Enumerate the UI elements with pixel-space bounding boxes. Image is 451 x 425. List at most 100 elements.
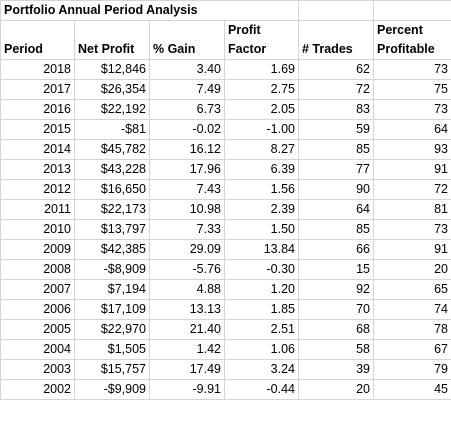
header-net-profit[interactable]: Net Profit <box>74 20 150 60</box>
cell-pct-profitable[interactable]: 64 <box>373 119 451 140</box>
cell-pct-profitable[interactable]: 75 <box>373 79 451 100</box>
cell-net-profit[interactable]: $26,354 <box>74 79 150 100</box>
cell-pct-profitable[interactable]: 67 <box>373 339 451 360</box>
cell-net-profit[interactable]: $16,650 <box>74 179 150 200</box>
cell-pct-profitable[interactable]: 78 <box>373 319 451 340</box>
cell-net-profit[interactable]: $13,797 <box>74 219 150 240</box>
cell-period[interactable]: 2012 <box>0 179 75 200</box>
cell-net-profit[interactable]: $42,385 <box>74 239 150 260</box>
cell-period[interactable]: 2009 <box>0 239 75 260</box>
cell-net-profit[interactable]: $22,192 <box>74 99 150 120</box>
cell-net-profit[interactable]: -$8,909 <box>74 259 150 280</box>
empty-cell[interactable] <box>224 0 299 21</box>
cell-profit-factor[interactable]: 1.69 <box>224 59 299 80</box>
cell-net-profit[interactable]: $15,757 <box>74 359 150 380</box>
cell-period[interactable]: 2003 <box>0 359 75 380</box>
cell-pct-gain[interactable]: 16.12 <box>149 139 225 160</box>
cell-net-profit[interactable]: $45,782 <box>74 139 150 160</box>
header-trades[interactable]: # Trades <box>298 20 374 60</box>
cell-profit-factor[interactable]: 2.51 <box>224 319 299 340</box>
cell-pct-gain[interactable]: 7.43 <box>149 179 225 200</box>
cell-trades[interactable]: 72 <box>298 79 374 100</box>
header-pct-gain[interactable]: % Gain <box>149 20 225 60</box>
cell-pct-gain[interactable]: 7.49 <box>149 79 225 100</box>
cell-trades[interactable]: 83 <box>298 99 374 120</box>
cell-profit-factor[interactable]: 1.06 <box>224 339 299 360</box>
cell-pct-profitable[interactable]: 91 <box>373 159 451 180</box>
cell-trades[interactable]: 58 <box>298 339 374 360</box>
cell-net-profit[interactable]: $1,505 <box>74 339 150 360</box>
cell-pct-gain[interactable]: -9.91 <box>149 379 225 400</box>
cell-pct-profitable[interactable]: 91 <box>373 239 451 260</box>
cell-trades[interactable]: 85 <box>298 219 374 240</box>
cell-profit-factor[interactable]: -1.00 <box>224 119 299 140</box>
cell-pct-gain[interactable]: 1.42 <box>149 339 225 360</box>
cell-pct-profitable[interactable]: 79 <box>373 359 451 380</box>
cell-pct-profitable[interactable]: 73 <box>373 99 451 120</box>
cell-pct-gain[interactable]: 6.73 <box>149 99 225 120</box>
cell-profit-factor[interactable]: 2.39 <box>224 199 299 220</box>
cell-trades[interactable]: 64 <box>298 199 374 220</box>
cell-period[interactable]: 2017 <box>0 79 75 100</box>
cell-profit-factor[interactable]: 1.50 <box>224 219 299 240</box>
cell-trades[interactable]: 20 <box>298 379 374 400</box>
cell-period[interactable]: 2018 <box>0 59 75 80</box>
cell-pct-profitable[interactable]: 20 <box>373 259 451 280</box>
cell-profit-factor[interactable]: 1.85 <box>224 299 299 320</box>
header-period[interactable]: Period <box>0 20 75 60</box>
header-profit-factor[interactable]: Profit Factor <box>224 20 299 60</box>
cell-net-profit[interactable]: $7,194 <box>74 279 150 300</box>
cell-period[interactable]: 2014 <box>0 139 75 160</box>
cell-trades[interactable]: 39 <box>298 359 374 380</box>
cell-period[interactable]: 2005 <box>0 319 75 340</box>
cell-pct-gain[interactable]: -5.76 <box>149 259 225 280</box>
cell-trades[interactable]: 77 <box>298 159 374 180</box>
cell-profit-factor[interactable]: 1.56 <box>224 179 299 200</box>
cell-pct-gain[interactable]: 21.40 <box>149 319 225 340</box>
cell-pct-profitable[interactable]: 45 <box>373 379 451 400</box>
cell-pct-gain[interactable]: -0.02 <box>149 119 225 140</box>
cell-period[interactable]: 2007 <box>0 279 75 300</box>
cell-profit-factor[interactable]: 13.84 <box>224 239 299 260</box>
cell-trades[interactable]: 90 <box>298 179 374 200</box>
cell-period[interactable]: 2008 <box>0 259 75 280</box>
cell-profit-factor[interactable]: 1.20 <box>224 279 299 300</box>
cell-trades[interactable]: 85 <box>298 139 374 160</box>
header-pct-profitable[interactable]: Percent Profitable <box>373 20 451 60</box>
cell-period[interactable]: 2004 <box>0 339 75 360</box>
cell-period[interactable]: 2006 <box>0 299 75 320</box>
empty-cell[interactable] <box>373 0 451 21</box>
cell-net-profit[interactable]: $43,228 <box>74 159 150 180</box>
cell-trades[interactable]: 59 <box>298 119 374 140</box>
cell-profit-factor[interactable]: 2.75 <box>224 79 299 100</box>
cell-period[interactable]: 2002 <box>0 379 75 400</box>
sheet-title[interactable]: Portfolio Annual Period Analysis <box>0 0 198 21</box>
cell-pct-gain[interactable]: 29.09 <box>149 239 225 260</box>
cell-net-profit[interactable]: -$9,909 <box>74 379 150 400</box>
cell-period[interactable]: 2013 <box>0 159 75 180</box>
cell-profit-factor[interactable]: 8.27 <box>224 139 299 160</box>
cell-pct-gain[interactable]: 7.33 <box>149 219 225 240</box>
cell-pct-gain[interactable]: 10.98 <box>149 199 225 220</box>
cell-trades[interactable]: 92 <box>298 279 374 300</box>
cell-period[interactable]: 2010 <box>0 219 75 240</box>
cell-pct-profitable[interactable]: 81 <box>373 199 451 220</box>
cell-net-profit[interactable]: $22,173 <box>74 199 150 220</box>
cell-pct-profitable[interactable]: 93 <box>373 139 451 160</box>
cell-profit-factor[interactable]: -0.30 <box>224 259 299 280</box>
cell-pct-profitable[interactable]: 72 <box>373 179 451 200</box>
cell-pct-profitable[interactable]: 65 <box>373 279 451 300</box>
cell-period[interactable]: 2011 <box>0 199 75 220</box>
cell-period[interactable]: 2015 <box>0 119 75 140</box>
cell-pct-profitable[interactable]: 73 <box>373 59 451 80</box>
cell-pct-gain[interactable]: 4.88 <box>149 279 225 300</box>
cell-trades[interactable]: 62 <box>298 59 374 80</box>
cell-profit-factor[interactable]: 3.24 <box>224 359 299 380</box>
cell-pct-profitable[interactable]: 74 <box>373 299 451 320</box>
cell-pct-profitable[interactable]: 73 <box>373 219 451 240</box>
cell-profit-factor[interactable]: 6.39 <box>224 159 299 180</box>
cell-pct-gain[interactable]: 17.96 <box>149 159 225 180</box>
cell-trades[interactable]: 66 <box>298 239 374 260</box>
cell-profit-factor[interactable]: -0.44 <box>224 379 299 400</box>
cell-net-profit[interactable]: $22,970 <box>74 319 150 340</box>
